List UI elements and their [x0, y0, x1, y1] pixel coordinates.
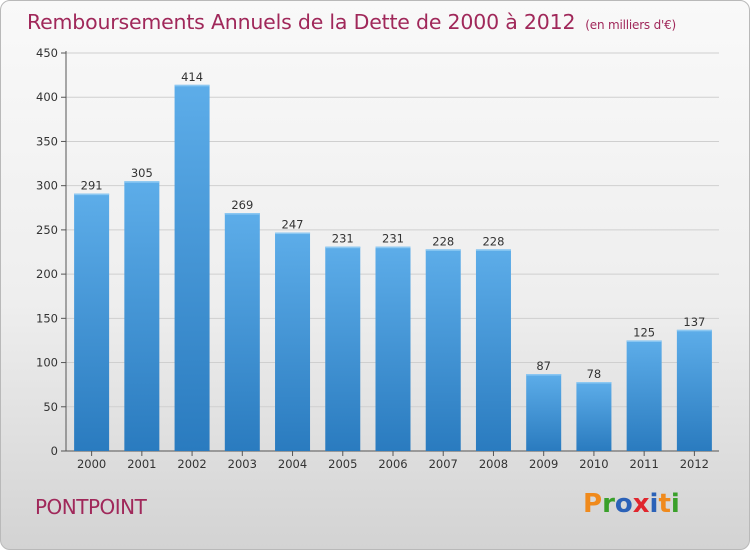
data-label: 247	[282, 218, 304, 232]
data-label: 125	[633, 325, 655, 339]
x-tick-label: 2008	[479, 457, 508, 471]
bar	[576, 382, 612, 451]
logo-letter: x	[632, 489, 650, 519]
bar	[74, 193, 110, 452]
bar-highlight	[325, 246, 361, 249]
chart-title-text: Remboursements Annuels de la Dette de 20…	[27, 10, 576, 34]
bar	[676, 329, 712, 451]
bar-highlight	[375, 246, 411, 249]
data-label: 305	[131, 166, 153, 180]
logo-letter: i	[649, 489, 659, 519]
x-tick-label: 2009	[529, 457, 558, 471]
bar	[224, 213, 260, 451]
y-tick-label: 100	[36, 356, 58, 370]
data-label: 414	[181, 70, 203, 84]
commune-name: PONTPOINT	[35, 495, 147, 519]
bar-highlight	[224, 213, 260, 215]
y-tick-label: 400	[36, 90, 58, 104]
bar-highlight	[526, 374, 562, 376]
bar	[475, 249, 511, 451]
bar-highlight	[174, 84, 210, 87]
x-tick-label: 2001	[127, 457, 156, 471]
bar	[626, 340, 662, 451]
data-label: 231	[332, 232, 354, 246]
x-tick-label: 2000	[77, 457, 106, 471]
x-tick-label: 2005	[328, 457, 357, 471]
bar-highlight	[475, 249, 511, 251]
logo-letter: o	[614, 489, 633, 519]
data-label: 228	[432, 234, 454, 248]
logo-letter: i	[670, 489, 680, 519]
x-tick-label: 2011	[630, 457, 659, 471]
bar	[425, 249, 461, 451]
data-label: 137	[683, 315, 705, 329]
y-tick-label: 50	[43, 400, 58, 414]
data-label: 231	[382, 232, 404, 246]
data-label: 78	[587, 367, 602, 381]
bar-highlight	[576, 382, 612, 384]
data-label: 291	[81, 179, 103, 193]
y-tick-label: 250	[36, 223, 58, 237]
y-tick-label: 150	[36, 311, 58, 325]
proxiti-logo: Proxiti	[583, 489, 680, 519]
data-label: 269	[231, 198, 253, 212]
y-tick-label: 350	[36, 134, 58, 148]
data-label: 228	[482, 234, 504, 248]
bar	[526, 374, 562, 451]
bar	[325, 246, 361, 451]
bar-highlight	[74, 193, 110, 196]
bar-highlight	[275, 232, 311, 235]
chart-subtitle: (en milliers d'€)	[585, 18, 677, 32]
bar-highlight	[425, 249, 461, 251]
bar-highlight	[124, 181, 160, 183]
y-tick-label: 450	[36, 46, 58, 60]
x-tick-label: 2004	[278, 457, 307, 471]
bar	[275, 232, 311, 451]
bar-highlight	[626, 340, 662, 342]
x-tick-label: 2007	[429, 457, 458, 471]
logo-letter: t	[658, 489, 671, 519]
data-label: 87	[536, 359, 551, 373]
y-tick-label: 0	[51, 444, 58, 458]
chart-title: Remboursements Annuels de la Dette de 20…	[27, 10, 676, 34]
x-tick-label: 2002	[177, 457, 206, 471]
x-tick-label: 2003	[228, 457, 257, 471]
y-tick-label: 300	[36, 179, 58, 193]
logo-letter: r	[602, 489, 615, 519]
x-tick-label: 2010	[579, 457, 608, 471]
bar	[124, 181, 160, 451]
bar	[375, 246, 411, 451]
y-tick-label: 200	[36, 267, 58, 281]
x-tick-label: 2012	[680, 457, 709, 471]
bar	[174, 84, 210, 451]
x-tick-label: 2006	[378, 457, 407, 471]
logo-letter: P	[583, 489, 603, 519]
bar-highlight	[676, 329, 712, 332]
